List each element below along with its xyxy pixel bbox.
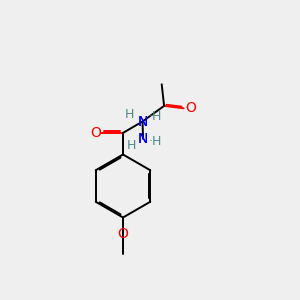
Text: ·H: ·H bbox=[149, 135, 162, 148]
Text: H: H bbox=[125, 108, 135, 122]
Text: O: O bbox=[186, 101, 196, 115]
Text: O: O bbox=[91, 126, 101, 140]
Text: N: N bbox=[138, 132, 148, 146]
Text: O: O bbox=[118, 227, 128, 241]
Text: H: H bbox=[127, 139, 136, 152]
Text: N: N bbox=[137, 115, 148, 128]
Text: N: N bbox=[138, 132, 148, 146]
Text: N: N bbox=[137, 115, 148, 128]
Text: ·H: ·H bbox=[148, 110, 162, 123]
